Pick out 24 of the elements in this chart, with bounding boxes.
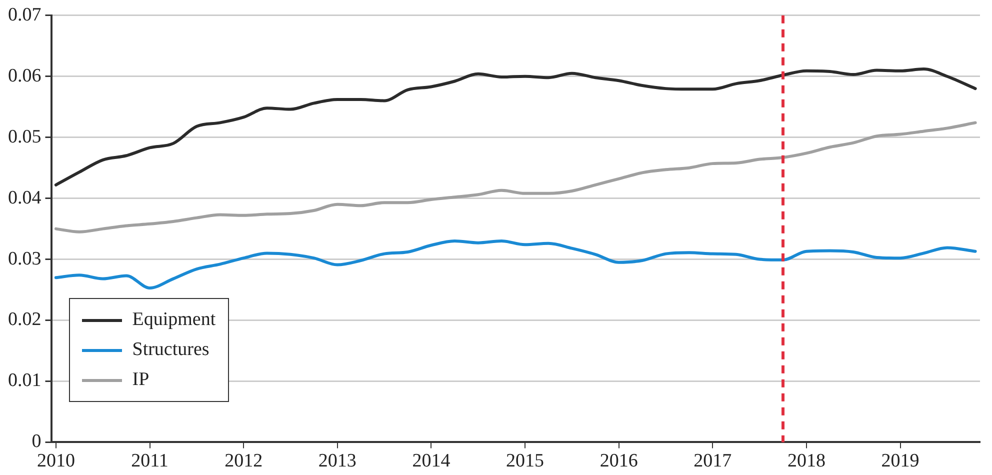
y-tick-label: 0.01	[8, 370, 42, 392]
legend-label: Equipment	[132, 309, 216, 332]
x-tick-label: 2019	[881, 450, 920, 472]
y-tick-label: 0.05	[8, 126, 42, 148]
x-tick-label: 2018	[787, 450, 826, 472]
y-tick-label: 0	[32, 431, 42, 452]
legend-label: Structures	[132, 339, 210, 362]
line-series	[54, 121, 977, 234]
x-tick-label: 2017	[694, 450, 732, 472]
x-tick-label: 2016	[600, 450, 638, 472]
y-tick-label: 0.04	[8, 187, 42, 208]
line-series	[54, 68, 977, 186]
line-series	[54, 239, 977, 290]
x-tick-label: 2012	[224, 450, 263, 472]
x-tick-label: 2014	[412, 450, 451, 472]
x-tick-label: 2010	[36, 450, 75, 472]
y-tick-label: 0.02	[8, 309, 42, 330]
legend-label: IP	[132, 369, 150, 392]
x-tick-label: 2011	[131, 450, 168, 472]
y-tick-label: 0.07	[8, 4, 42, 26]
y-tick-label: 0.03	[8, 248, 42, 270]
x-tick-label: 2013	[318, 450, 356, 472]
y-tick-label: 0.06	[8, 65, 42, 86]
x-tick-label: 2015	[506, 450, 544, 472]
